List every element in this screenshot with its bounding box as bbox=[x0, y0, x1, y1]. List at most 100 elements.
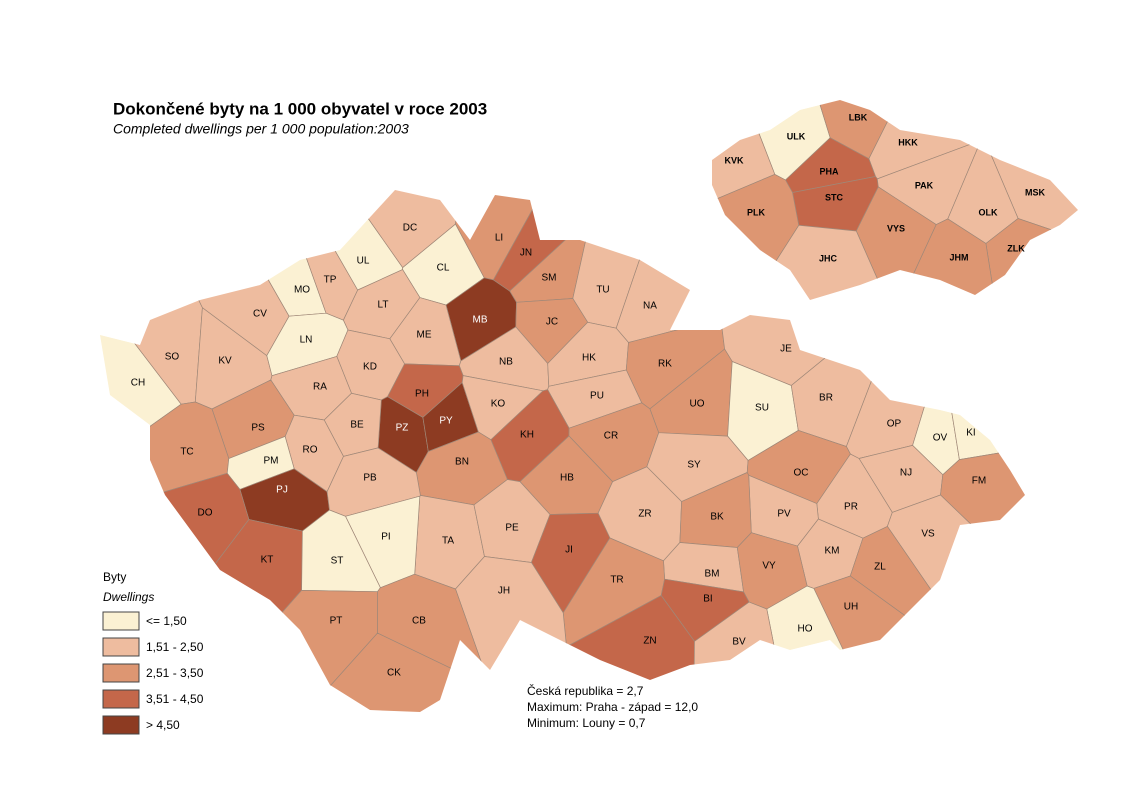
district-label: PV bbox=[777, 509, 791, 520]
region-label: HKK bbox=[898, 137, 918, 147]
district-label: PU bbox=[590, 391, 604, 402]
district-label: UL bbox=[357, 256, 370, 267]
region-label: OLK bbox=[979, 207, 998, 217]
legend-subtitle: Dwellings bbox=[103, 590, 154, 604]
region-label: KVK bbox=[724, 155, 744, 165]
district-label: BM bbox=[705, 569, 720, 580]
district-label: SY bbox=[687, 460, 701, 471]
subtitle: Completed dwellings per 1 000 population… bbox=[113, 121, 409, 137]
district-label: LT bbox=[378, 300, 389, 311]
stats: Česká republika = 2,7 Maximum: Praha - zá… bbox=[527, 683, 698, 730]
district-label: NJ bbox=[900, 468, 912, 479]
region-label: PAK bbox=[915, 180, 934, 190]
legend-title: Byty bbox=[103, 570, 126, 584]
region-label: PLK bbox=[747, 207, 766, 217]
district-label: PB bbox=[363, 473, 377, 484]
district-label: JH bbox=[498, 586, 510, 597]
district-label: KM bbox=[825, 546, 840, 557]
district-label: ME bbox=[417, 330, 432, 341]
district-label: BR bbox=[819, 393, 833, 404]
legend-swatch bbox=[102, 637, 140, 657]
district-label: TC bbox=[180, 447, 193, 458]
district-label: SO bbox=[165, 352, 180, 363]
district-label: PE bbox=[505, 523, 519, 534]
district-label: TA bbox=[442, 536, 454, 547]
district-label: KT bbox=[261, 555, 274, 566]
legend-swatch bbox=[102, 611, 140, 631]
district-label: ST bbox=[331, 556, 344, 567]
region-label: ULK bbox=[787, 131, 806, 141]
district-label: RK bbox=[658, 359, 672, 370]
label-layer: CH SO KV CV MO TP UL DC CL LI JN SM TU NA MB JC LT LN ME KD… bbox=[131, 112, 1046, 678]
district-label: PH bbox=[415, 389, 429, 400]
district-label: ZL bbox=[874, 562, 886, 573]
district-label: RA bbox=[313, 382, 327, 393]
district-label: OC bbox=[794, 468, 809, 479]
stat-line: Česká republika = 2,7 bbox=[527, 683, 644, 698]
district-label: RO bbox=[303, 445, 318, 456]
district-label: UH bbox=[844, 602, 858, 613]
district-label: OV bbox=[933, 433, 948, 444]
district-label: NB bbox=[499, 357, 513, 368]
district-label: MB bbox=[473, 315, 488, 326]
district-label: VY bbox=[762, 561, 776, 572]
district-label: HO bbox=[798, 624, 813, 635]
region-label: MSK bbox=[1025, 187, 1046, 197]
district-label: KD bbox=[363, 362, 377, 373]
district-label: JN bbox=[520, 248, 532, 259]
region bbox=[712, 174, 800, 300]
district-label: CL bbox=[437, 263, 450, 274]
legend-swatch bbox=[102, 689, 140, 709]
region-label: ZLK bbox=[1007, 243, 1025, 253]
district-label: DO bbox=[198, 508, 213, 519]
district-label: BK bbox=[710, 512, 724, 523]
district-label: JC bbox=[546, 317, 558, 328]
district-label: BV bbox=[732, 637, 746, 648]
legend-label: <= 1,50 bbox=[146, 614, 187, 628]
district-label: OP bbox=[887, 419, 902, 430]
district-label: DC bbox=[403, 223, 417, 234]
district-label: KH bbox=[520, 430, 534, 441]
region bbox=[985, 218, 1078, 300]
district-label: KO bbox=[491, 399, 506, 410]
district-label: SM bbox=[542, 273, 557, 284]
region-label: JHC bbox=[819, 253, 838, 263]
stat-line: Maximum: Praha - západ = 12,0 bbox=[527, 700, 698, 714]
district-label: BI bbox=[703, 594, 712, 605]
district-label: PR bbox=[844, 502, 858, 513]
title: Dokončené byty na 1 000 obyvatel v roce … bbox=[113, 99, 487, 118]
district-label: JI bbox=[565, 545, 573, 556]
district bbox=[813, 575, 1025, 712]
district-label: PM bbox=[264, 456, 279, 467]
district-label: VS bbox=[921, 529, 935, 540]
region-label: JHM bbox=[949, 252, 968, 262]
district-label: TU bbox=[596, 285, 609, 296]
stat-line: Minimum: Louny = 0,7 bbox=[527, 716, 646, 730]
district-label: CK bbox=[387, 668, 401, 679]
district-label: ZR bbox=[638, 509, 651, 520]
district-label: CR bbox=[604, 431, 618, 442]
district-label: LI bbox=[495, 233, 503, 244]
region-layer bbox=[712, 100, 1078, 300]
district-label: PJ bbox=[276, 485, 288, 496]
district-label: CH bbox=[131, 378, 145, 389]
district-label: TR bbox=[610, 575, 623, 586]
legend-label: 3,51 - 4,50 bbox=[146, 692, 204, 706]
region-label: LBK bbox=[849, 112, 868, 122]
region-label: PHA bbox=[819, 166, 839, 176]
legend-label: > 4,50 bbox=[146, 718, 180, 732]
district-label: MO bbox=[294, 285, 310, 296]
district-label: KV bbox=[218, 356, 232, 367]
district-label: LN bbox=[300, 335, 313, 346]
legend-label: 1,51 - 2,50 bbox=[146, 640, 204, 654]
legend-swatch bbox=[102, 715, 140, 735]
legend: <= 1,50 1,51 - 2,50 2,51 - 3,50 3,51 - 4,50… bbox=[102, 611, 204, 735]
district-label: HB bbox=[560, 473, 574, 484]
district-label: FM bbox=[972, 476, 986, 487]
district-label: BE bbox=[350, 420, 364, 431]
district-label: PY bbox=[439, 416, 453, 427]
district-label: NA bbox=[643, 301, 657, 312]
legend-swatch bbox=[102, 663, 140, 683]
district-label: PS bbox=[251, 423, 265, 434]
